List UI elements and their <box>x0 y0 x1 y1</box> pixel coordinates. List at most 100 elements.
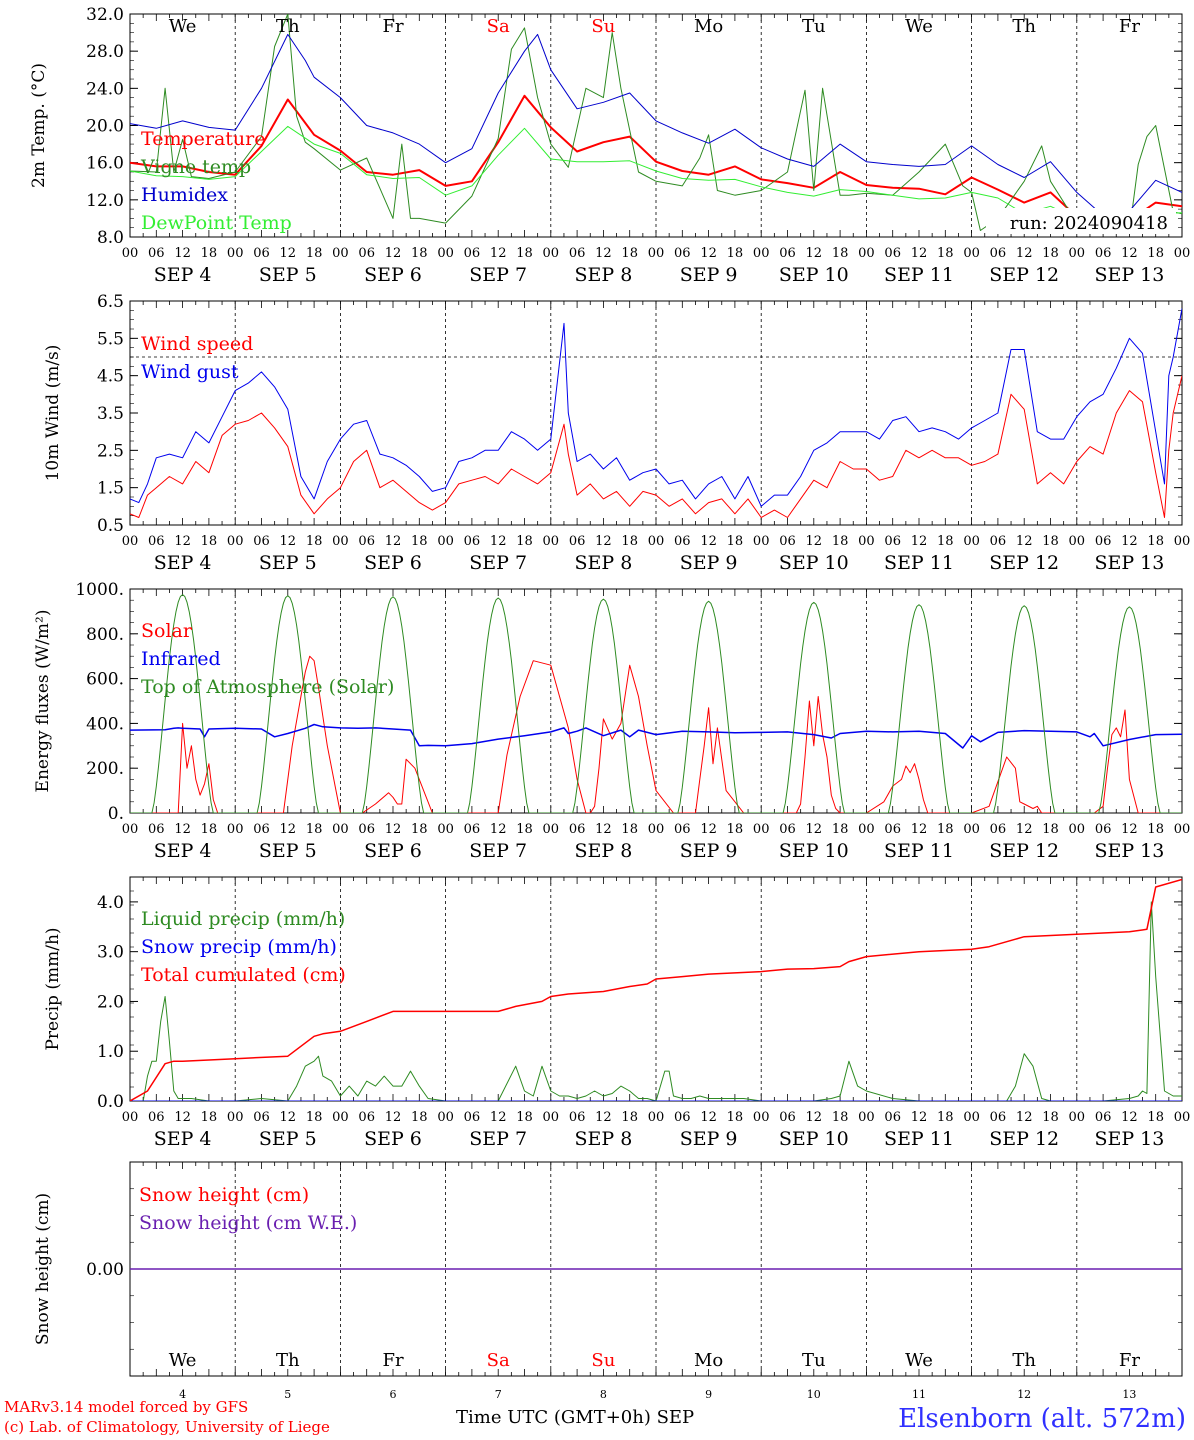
hour-label: 12 <box>806 1110 823 1125</box>
hour-label: 18 <box>727 246 744 261</box>
date-label: SEP 8 <box>574 264 632 286</box>
run-label-bg <box>986 208 1176 234</box>
hour-label: 06 <box>884 1110 901 1125</box>
credit-line-2: (c) Lab. of Climatology, University of L… <box>4 1418 330 1436</box>
day-number: 10 <box>807 1388 821 1401</box>
hour-label: 06 <box>464 246 481 261</box>
day-name: Th <box>1012 1350 1036 1371</box>
hour-label: 06 <box>779 246 796 261</box>
hour-label: 06 <box>569 1110 586 1125</box>
hour-label: 18 <box>201 246 218 261</box>
day-name: Mo <box>694 16 723 37</box>
y-tick-label: 0.00 <box>86 1260 124 1280</box>
hour-label: 00 <box>227 822 244 837</box>
hour-label: 12 <box>1016 1110 1033 1125</box>
hour-label: 00 <box>227 246 244 261</box>
series-line-3 <box>130 878 1182 1101</box>
series-line-3 <box>130 594 1182 813</box>
hour-label: 00 <box>332 246 349 261</box>
legend-entry: Infrared <box>141 648 221 670</box>
date-label: SEP 12 <box>989 1128 1059 1150</box>
series-group <box>130 308 1182 518</box>
hour-label: 06 <box>779 822 796 837</box>
hour-label: 18 <box>411 822 428 837</box>
day-name: Sa <box>487 16 510 37</box>
date-label: SEP 12 <box>989 264 1059 286</box>
hour-label: 00 <box>858 1110 875 1125</box>
hour-label: 06 <box>148 822 165 837</box>
date-label: SEP 8 <box>574 1128 632 1150</box>
hour-label: 06 <box>1095 1110 1112 1125</box>
y-tick-label: 32.0 <box>86 5 124 25</box>
plot-frame <box>129 300 1183 526</box>
hour-label: 06 <box>464 822 481 837</box>
hour-label: 06 <box>358 1110 375 1125</box>
credit-line-1: MARv3.14 model forced by GFS <box>4 1398 249 1416</box>
hour-label: 00 <box>1069 534 1086 549</box>
hour-label: 12 <box>280 1110 297 1125</box>
hour-label: 12 <box>1016 246 1033 261</box>
day-name: We <box>905 1350 933 1371</box>
day-number: 5 <box>284 1388 291 1401</box>
hour-label: 06 <box>674 1110 691 1125</box>
hour-label: 00 <box>753 822 770 837</box>
hour-label: 18 <box>1147 534 1164 549</box>
date-label: SEP 6 <box>364 840 422 862</box>
hour-label: 12 <box>1121 534 1138 549</box>
hour-label: 12 <box>700 246 717 261</box>
hour-label: 18 <box>1147 1110 1164 1125</box>
hour-label: 12 <box>280 534 297 549</box>
day-name: We <box>169 1350 197 1371</box>
hour-label: 12 <box>174 822 191 837</box>
legend-entry: Top of Atmosphere (Solar) <box>141 676 394 698</box>
hour-label: 06 <box>674 246 691 261</box>
hour-label: 18 <box>621 1110 638 1125</box>
date-label: SEP 4 <box>154 1128 212 1150</box>
hour-label: 06 <box>358 246 375 261</box>
y-axis-label: 2m Temp. (°C) <box>29 63 49 188</box>
hour-label: 18 <box>727 822 744 837</box>
date-label: SEP 11 <box>884 1128 954 1150</box>
hour-label: 06 <box>253 822 270 837</box>
hour-label: 18 <box>727 534 744 549</box>
time-axis-label: Time UTC (GMT+0h) SEP <box>456 1407 695 1428</box>
hour-label: 18 <box>201 822 218 837</box>
hour-label: 00 <box>122 1110 139 1125</box>
day-number: 6 <box>390 1388 397 1401</box>
hour-label: 06 <box>990 534 1007 549</box>
hour-label: 06 <box>148 246 165 261</box>
day-name: Tu <box>802 16 826 37</box>
day-number: 8 <box>600 1388 607 1401</box>
series-line-2 <box>130 723 1182 749</box>
hour-label: 18 <box>1042 246 1059 261</box>
y-tick-label: 2.5 <box>97 441 124 461</box>
hour-label: 06 <box>990 246 1007 261</box>
hour-label: 06 <box>1095 246 1112 261</box>
hour-label: 18 <box>306 246 323 261</box>
hour-label: 00 <box>1174 1110 1191 1125</box>
day-number: 9 <box>705 1388 712 1401</box>
hour-label: 00 <box>437 1110 454 1125</box>
y-tick-label: 24.0 <box>86 79 124 99</box>
hour-label: 00 <box>543 246 560 261</box>
y-tick-label: 20.0 <box>86 117 124 137</box>
hour-label: 06 <box>569 822 586 837</box>
day-name: Fr <box>382 1350 403 1371</box>
hour-label: 00 <box>543 534 560 549</box>
hour-label: 06 <box>253 534 270 549</box>
hour-label: 00 <box>648 534 665 549</box>
hour-label: 00 <box>1174 822 1191 837</box>
hour-label: 18 <box>1042 534 1059 549</box>
hour-label: 12 <box>700 822 717 837</box>
hour-label: 06 <box>358 822 375 837</box>
day-name: Th <box>276 1350 300 1371</box>
date-label: SEP 10 <box>779 840 849 862</box>
hour-label: 18 <box>832 1110 849 1125</box>
hour-label: 12 <box>385 246 402 261</box>
hour-label: 06 <box>884 246 901 261</box>
date-label: SEP 10 <box>779 1128 849 1150</box>
hour-label: 12 <box>1121 1110 1138 1125</box>
y-tick-label: 800. <box>86 625 124 645</box>
day-name: Th <box>276 16 300 37</box>
hour-label: 18 <box>621 822 638 837</box>
